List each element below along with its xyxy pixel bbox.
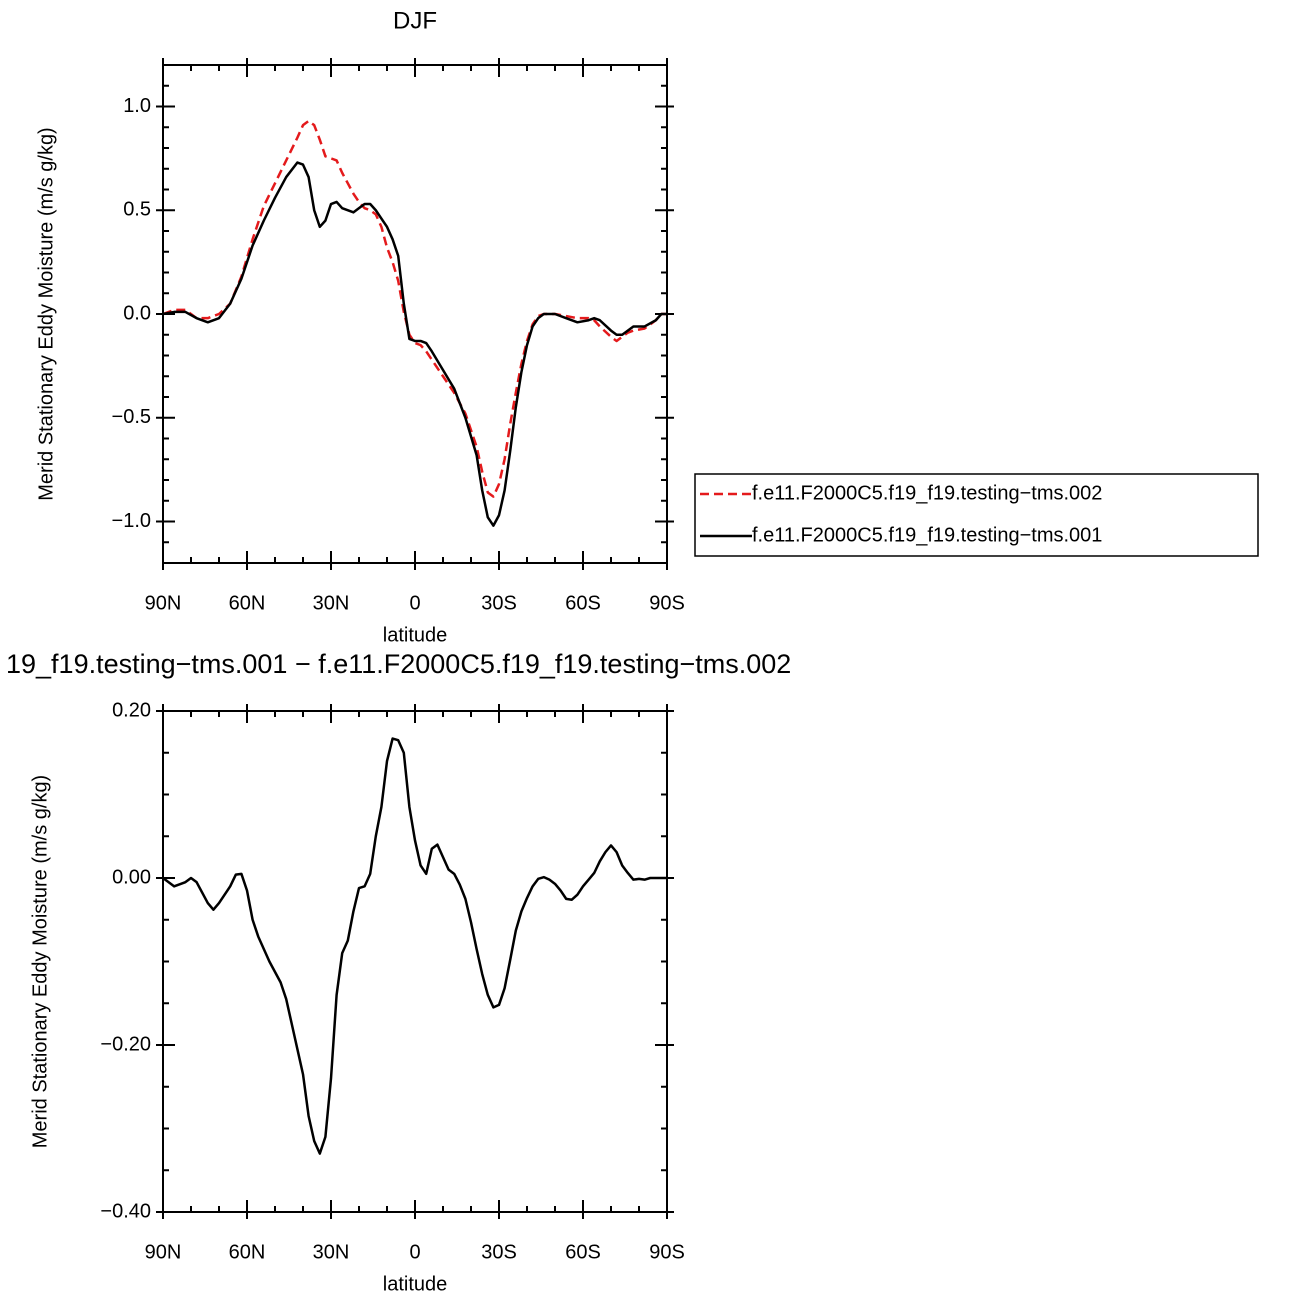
y-tick-label: 0.0 — [123, 302, 151, 324]
x-tick-label: 0 — [409, 1241, 420, 1263]
x-tick-label: 30N — [313, 1241, 350, 1263]
x-axis-label: latitude — [383, 1273, 448, 1295]
x-tick-label: 30S — [481, 1241, 517, 1263]
chart-title: DJF — [393, 7, 437, 34]
x-tick-label: 90S — [649, 592, 685, 614]
y-tick-label: 1.0 — [123, 95, 151, 117]
y-tick-label: −1.0 — [112, 510, 151, 532]
legend-label: f.e11.F2000C5.f19_f19.testing−tms.002 — [752, 482, 1102, 504]
y-tick-label: −0.40 — [100, 1200, 151, 1222]
plot-frame — [162, 64, 668, 564]
y-tick-label: 0.00 — [112, 866, 151, 888]
plot-frame — [162, 710, 668, 1213]
legend-label: f.e11.F2000C5.f19_f19.testing−tms.001 — [752, 524, 1102, 546]
x-tick-label: 90N — [145, 592, 182, 614]
x-tick-label: 30S — [481, 592, 517, 614]
y-tick-label: −0.20 — [100, 1033, 151, 1055]
data-line — [162, 119, 667, 498]
legend-box — [694, 473, 1259, 557]
x-tick-label: 90S — [649, 1241, 685, 1263]
x-tick-label: 60N — [229, 1241, 266, 1263]
y-tick-label: 0.20 — [112, 699, 151, 721]
x-axis-label: latitude — [383, 624, 448, 646]
x-tick-label: 30N — [313, 592, 350, 614]
data-line — [162, 737, 667, 1155]
y-axis-label: Merid Stationary Eddy Moisture (m/s g/kg… — [29, 775, 51, 1148]
x-tick-label: 90N — [145, 1241, 182, 1263]
x-tick-label: 0 — [409, 592, 420, 614]
chart-title: 19_f19.testing−tms.001 − f.e11.F2000C5.f… — [6, 649, 791, 679]
y-tick-label: −0.5 — [112, 406, 151, 428]
x-tick-label: 60S — [565, 1241, 601, 1263]
x-tick-label: 60S — [565, 592, 601, 614]
y-tick-label: 0.5 — [123, 199, 151, 221]
y-axis-label: Merid Stationary Eddy Moisture (m/s g/kg… — [35, 127, 57, 500]
data-line — [162, 161, 667, 527]
x-tick-label: 60N — [229, 592, 266, 614]
